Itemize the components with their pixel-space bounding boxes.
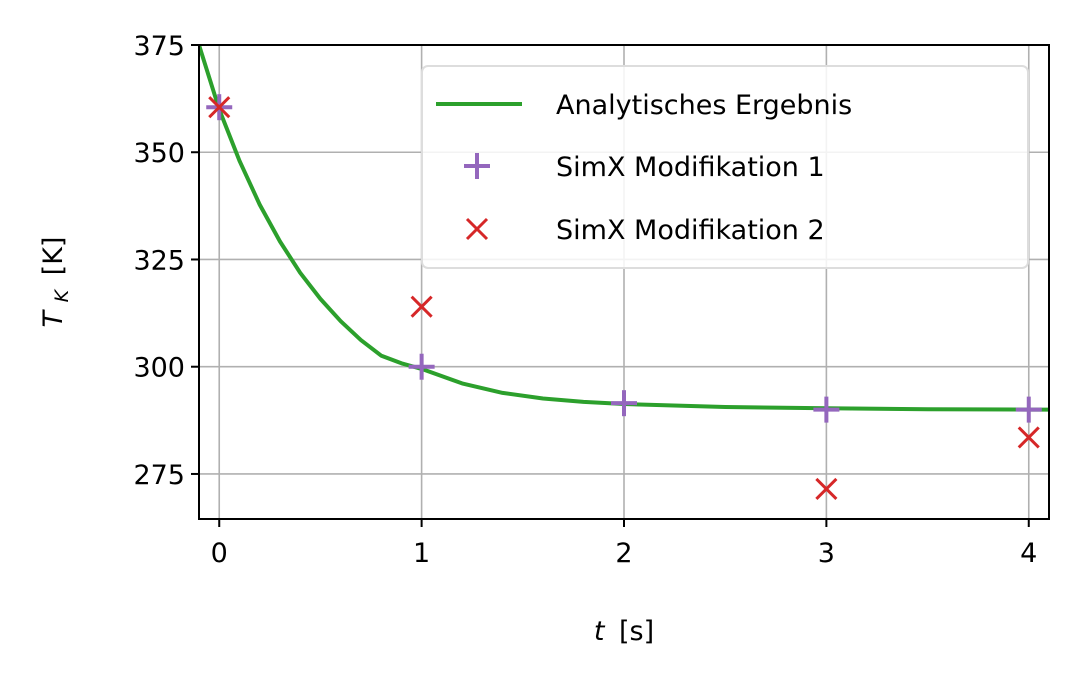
point-mod1-2 [611,390,637,417]
x-axis-label: t [s] [594,616,654,647]
x-tick-label-1: 1 [413,538,430,569]
y-tick-label-4: 375 [133,31,185,62]
y-axis-subscript: K [51,288,73,302]
y-axis-var: T [38,308,69,327]
point-mod1-1 [408,353,435,380]
y-axis-label: T K [K] [38,237,75,328]
plot-area [199,45,1049,501]
x-tick-label-2: 2 [615,538,632,569]
legend-handle-mod1 [464,153,490,179]
x-tick-label-0: 0 [211,538,228,569]
y-tick-label-0: 275 [133,460,185,491]
point-mod1-3 [813,396,840,423]
legend: Analytisches Ergebnis SimX Modifikation 1… [421,65,1029,269]
y-tick-label-1: 300 [133,353,185,384]
legend-label-2: SimX Modifikation 2 [556,215,825,246]
point-mod2-3 [1017,426,1040,449]
point-mod2-2 [815,477,838,501]
point-mod2-1 [410,295,433,318]
legend-label-0: Analytisches Ergebnis [556,90,852,121]
y-tick-label-3: 350 [133,138,185,169]
x-tick-label-3: 3 [818,538,835,569]
x-axis-unit: [s] [619,616,654,647]
point-mod1-4 [1015,396,1042,423]
x-tick-label-4: 4 [1020,538,1037,569]
x-axis-var: t [594,616,606,647]
legend-box [421,65,1029,269]
axis-ticks: 0 1 2 3 4 275 300 325 350 375 [133,31,1037,569]
y-tick-label-2: 325 [133,245,185,276]
legend-handle-mod2 [465,217,489,241]
y-axis-unit: [K] [38,237,69,276]
point-mod2-0 [208,96,231,119]
legend-label-1: SimX Modifikation 1 [556,152,825,183]
